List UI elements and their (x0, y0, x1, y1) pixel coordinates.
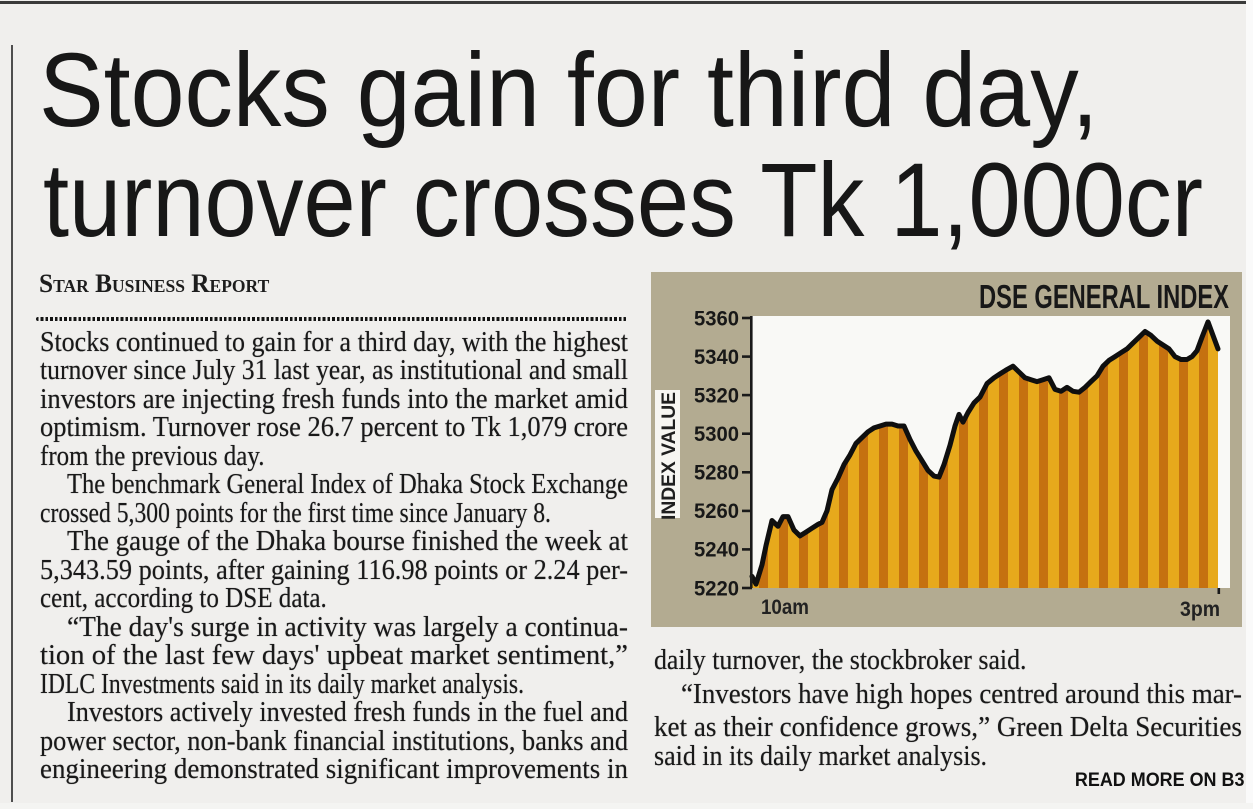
svg-text:INDEX VALUE: INDEX VALUE (658, 392, 680, 520)
svg-text:5220: 5220 (694, 576, 739, 600)
svg-text:5240: 5240 (694, 538, 739, 562)
svg-text:DSE GENERAL INDEX: DSE GENERAL INDEX (979, 279, 1229, 316)
svg-text:5300: 5300 (694, 422, 739, 446)
svg-text:3pm: 3pm (1180, 598, 1220, 621)
svg-text:5360: 5360 (694, 306, 739, 330)
svg-text:5260: 5260 (694, 499, 739, 523)
svg-text:5320: 5320 (694, 383, 739, 407)
svg-text:5280: 5280 (694, 461, 739, 485)
svg-text:5340: 5340 (694, 345, 739, 369)
svg-text:10am: 10am (761, 596, 809, 619)
